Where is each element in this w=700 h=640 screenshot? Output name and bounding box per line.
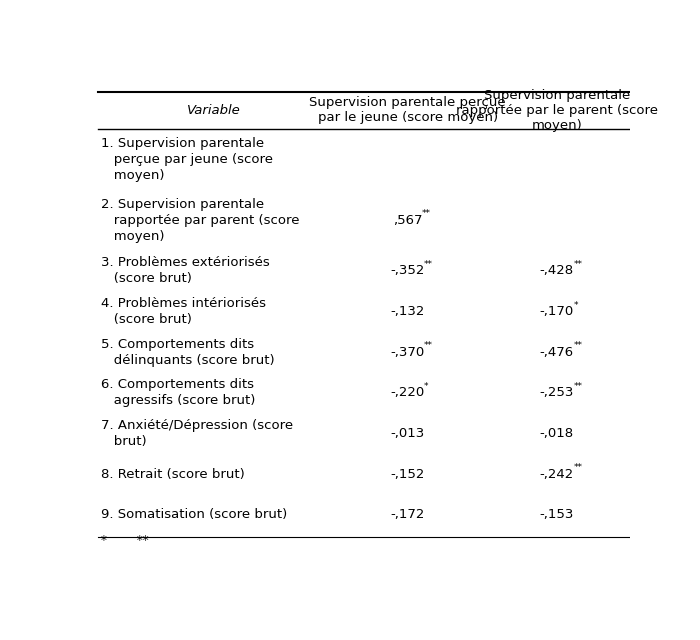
Text: 4. Problèmes intériorisés
   (score brut): 4. Problèmes intériorisés (score brut) [101,297,266,326]
Text: **: ** [573,341,582,350]
Text: **: ** [573,260,582,269]
Text: 9. Somatisation (score brut): 9. Somatisation (score brut) [101,508,287,521]
Text: -,153: -,153 [540,508,574,521]
Text: 1. Supervision parentale
   perçue par jeune (score
   moyen): 1. Supervision parentale perçue par jeun… [101,136,273,182]
Text: -,018: -,018 [540,427,574,440]
Text: *: * [573,301,578,310]
Text: -,242: -,242 [540,468,574,481]
Text: **: ** [573,463,582,472]
Text: -,013: -,013 [391,427,425,440]
Text: *: * [424,382,428,391]
Text: 5. Comportements dits
   délinquants (score brut): 5. Comportements dits délinquants (score… [101,338,274,367]
Text: -,170: -,170 [540,305,574,318]
Text: 7. Anxiété/Dépression (score
   brut): 7. Anxiété/Dépression (score brut) [101,419,293,448]
Text: Variable: Variable [187,104,241,116]
Text: Supervision parentale
rapportée par le parent (score
moyen): Supervision parentale rapportée par le p… [456,88,658,132]
Text: Supervision parentale perçue
par le jeune (score moyen): Supervision parentale perçue par le jeun… [309,96,506,124]
Text: -,132: -,132 [391,305,425,318]
Text: -,152: -,152 [391,468,425,481]
Text: 8. Retrait (score brut): 8. Retrait (score brut) [101,468,245,481]
Text: 2. Supervision parentale
   rapportée par parent (score
   moyen): 2. Supervision parentale rapportée par p… [101,198,300,243]
Text: -,253: -,253 [540,387,574,399]
Text: **: ** [421,209,430,218]
Text: -,428: -,428 [540,264,574,277]
Text: **: ** [573,382,582,391]
Text: -,352: -,352 [391,264,425,277]
Text: *        **: * ** [101,534,148,547]
Text: 6. Comportements dits
   agressifs (score brut): 6. Comportements dits agressifs (score b… [101,378,256,407]
Text: -,172: -,172 [391,508,425,521]
Text: ,567: ,567 [393,214,422,227]
Text: **: ** [424,341,433,350]
Text: -,476: -,476 [540,346,574,358]
Text: **: ** [424,260,433,269]
Text: 3. Problèmes extériorisés
   (score brut): 3. Problèmes extériorisés (score brut) [101,257,270,285]
Text: -,220: -,220 [391,387,425,399]
Text: -,370: -,370 [391,346,425,358]
